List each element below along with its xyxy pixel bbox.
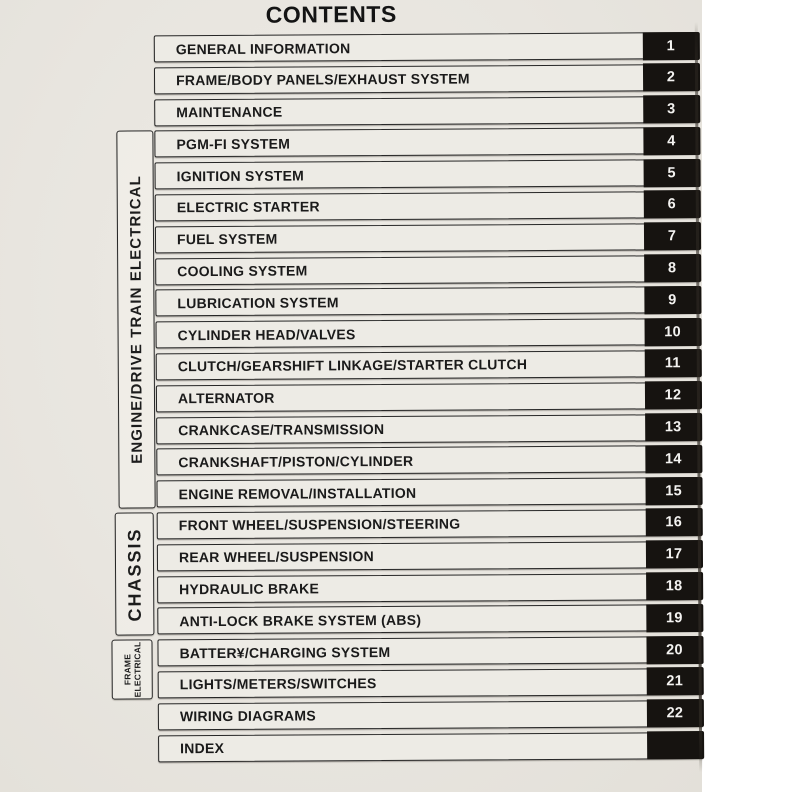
toc-row: FUEL SYSTEM 7 [154,222,701,254]
chapter-title: HYDRAULIC BRAKE [179,580,320,598]
toc-row: ALTERNATOR 12 [155,381,702,413]
chapter-title: MAINTENANCE [176,103,283,121]
toc-row: IGNITION SYSTEM 5 [154,158,701,190]
chapter-number-badge: 13 [644,413,702,442]
section-label-chassis: CHASSIS [114,512,155,636]
section-label-text: CHASSIS [123,526,145,622]
chapter-number-badge: 9 [643,285,701,315]
chapter-title: PGM-FI SYSTEM [176,135,291,153]
chapter-title: COOLING SYSTEM [177,262,308,280]
chapter-number-badge: 11 [644,349,702,378]
toc-row: WIRING DIAGRAMS 22 [157,699,704,731]
chapter-number-badge: 18 [645,572,703,601]
section-label-line: ELECTRICAL [131,641,143,698]
section-label-text: ENGINE/DRIVE TRAIN ELECTRICAL [126,175,146,464]
chapter-title: CRANKSHAFT/PISTON/CYLINDER [178,452,414,471]
chapter-number-badge: 7 [643,222,701,251]
chapter-title: GENERAL INFORMATION [175,39,351,57]
toc-row: ANTI-LOCK BRAKE SYSTEM (ABS) 19 [157,603,703,635]
page-title: CONTENTS [265,0,398,28]
chapter-title: ENGINE REMOVAL/INSTALLATION [178,484,417,502]
section-label-frame-electrical: FRAME ELECTRICAL [111,639,153,700]
chapter-number-badge: 1 [642,31,700,60]
toc-row: COOLING SYSTEM 8 [155,254,701,285]
toc-row: LIGHTS/METERS/SWITCHES 21 [157,667,704,699]
toc-row: INDEX [158,731,704,762]
chapter-title: FUEL SYSTEM [176,230,278,248]
chapter-title: ELECTRIC STARTER [176,198,320,216]
chapter-number-badge: 22 [646,699,704,728]
chapter-title: CLUTCH/GEARSHIFT LINKAGE/STARTER CLUTCH [177,356,528,375]
chapter-number-badge: 3 [642,95,700,124]
chapter-number-badge: 20 [645,635,704,665]
chapter-number-badge: 12 [644,381,702,410]
toc-row: GENERAL INFORMATION 1 [153,31,700,63]
chapter-number-badge: 14 [644,444,702,474]
chapter-title: BATTER¥/CHARGING SYSTEM [179,643,391,661]
chapter-number-badge: 15 [644,476,703,506]
toc-list: GENERAL INFORMATION 1 FRAME/BODY PANELS/E… [153,31,704,762]
toc-row: HYDRAULIC BRAKE 18 [157,572,703,603]
chapter-title: ALTERNATOR [177,389,275,407]
toc-row: CRANKCASE/TRANSMISSION 13 [156,413,702,444]
section-label-engine-drive-train-electrical: ENGINE/DRIVE TRAIN ELECTRICAL [116,130,156,509]
chapter-title: INDEX [180,739,225,757]
section-label-text: FRAME ELECTRICAL [122,642,143,698]
toc-row: MAINTENANCE 3 [154,95,700,126]
chapter-title: FRONT WHEEL/SUSPENSION/STEERING [178,515,461,534]
toc-row: FRONT WHEEL/SUSPENSION/STEERING 16 [156,508,703,540]
toc-row: CRANKSHAFT/PISTON/CYLINDER 14 [156,444,702,476]
toc-row: LUBRICATION SYSTEM 9 [155,285,701,317]
chapter-title: FRAME/BODY PANELS/EXHAUST SYSTEM [175,70,470,89]
toc-row: ENGINE REMOVAL/INSTALLATION 15 [156,476,703,508]
chapter-number-badge: 19 [645,603,703,633]
chapter-number-badge: 16 [645,508,703,537]
section-label-line: FRAME [121,653,133,686]
chapter-number-badge: 2 [642,63,700,92]
chapter-title: CYLINDER HEAD/VALVES [177,325,356,343]
toc-row: REAR WHEEL/SUSPENSION 17 [156,540,703,572]
chapter-title: ANTI-LOCK BRAKE SYSTEM (ABS) [179,611,422,630]
toc-row: CLUTCH/GEARSHIFT LINKAGE/STARTER CLUTCH 1… [155,349,702,381]
chapter-title: IGNITION SYSTEM [176,167,305,184]
toc-row: ELECTRIC STARTER 6 [154,190,701,222]
chapter-title: CRANKCASE/TRANSMISSION [178,421,385,439]
chapter-title: WIRING DIAGRAMS [179,707,316,725]
chapter-number-badge: 8 [643,254,701,283]
chapter-title: REAR WHEEL/SUSPENSION [178,548,375,566]
paper-background: CONTENTS GENERAL INFORMATION 1 FRAME/BODY… [0,0,704,792]
page-content: CONTENTS GENERAL INFORMATION 1 FRAME/BODY… [111,0,704,773]
chapter-title: LUBRICATION SYSTEM [177,294,339,312]
chapter-number-badge: 4 [642,126,701,156]
chapter-number-badge: 10 [644,317,702,347]
chapter-number-badge: 21 [646,667,704,696]
toc-row: CYLINDER HEAD/VALVES 10 [155,317,702,349]
toc-row: BATTER¥/CHARGING SYSTEM 20 [157,635,704,667]
toc-row: FRAME/BODY PANELS/EXHAUST SYSTEM 2 [153,63,700,95]
chapter-number-badge: 6 [643,190,701,219]
chapter-number-badge: 17 [645,540,703,569]
chapter-title: LIGHTS/METERS/SWITCHES [179,675,377,693]
chapter-number-badge: 5 [643,158,701,188]
chapter-number-badge [646,731,704,760]
toc-row: PGM-FI SYSTEM 4 [154,126,701,158]
